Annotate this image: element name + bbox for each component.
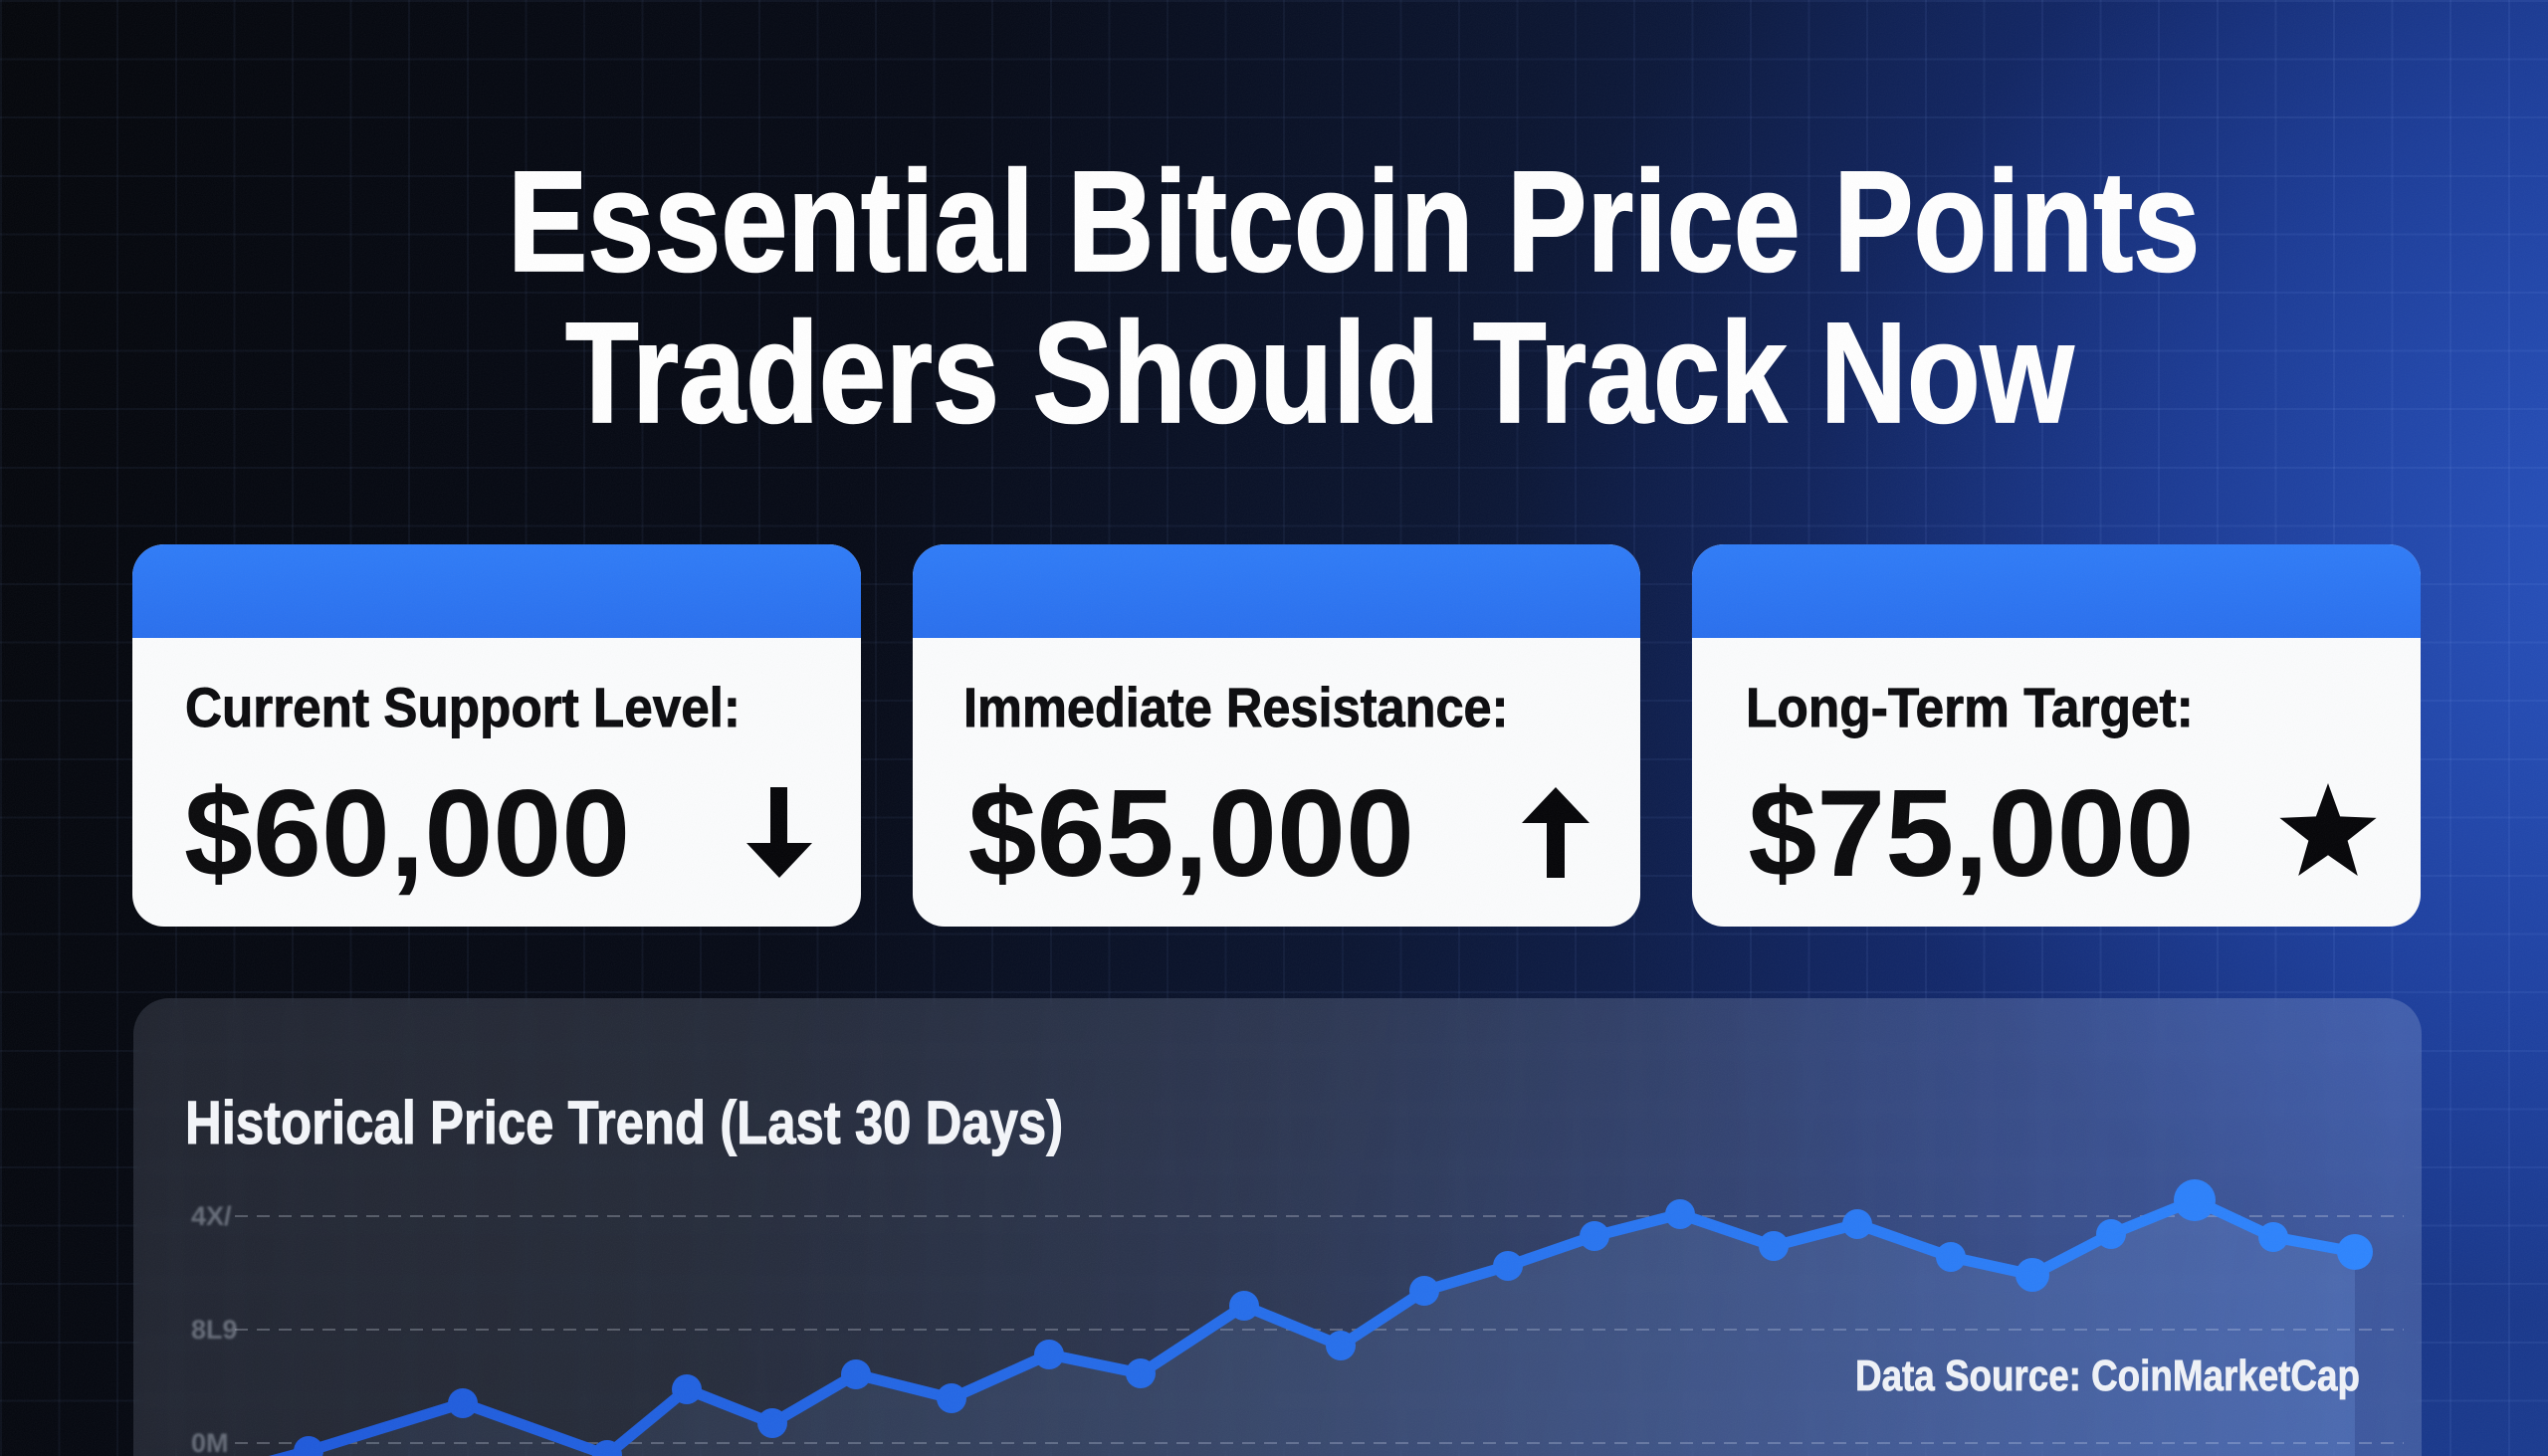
svg-text:8L9: 8L9 [191,1315,238,1345]
svg-text:4X/: 4X/ [191,1201,232,1231]
svg-text:0M: 0M [191,1428,229,1456]
